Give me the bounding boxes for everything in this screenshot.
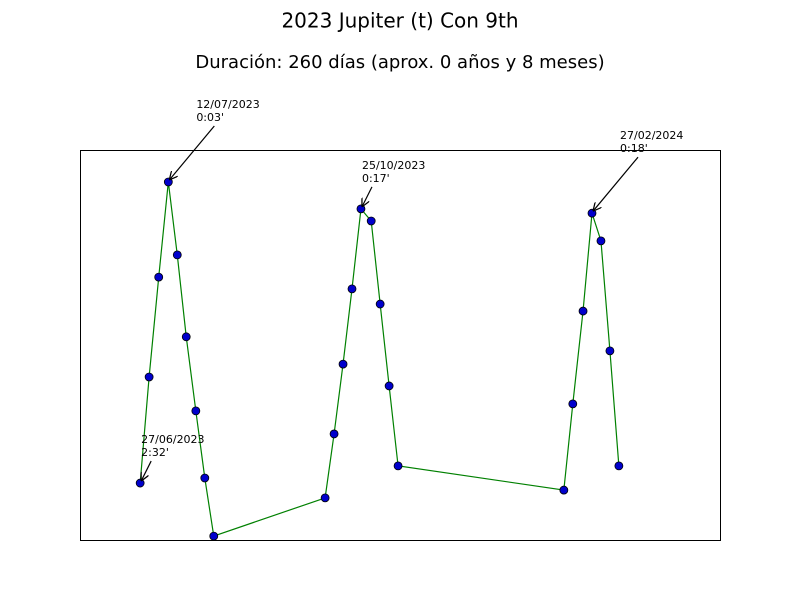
point: [393, 461, 403, 471]
annotation-separation: 0:17': [362, 172, 390, 185]
point: [163, 177, 173, 187]
point: [596, 236, 606, 246]
point: [587, 208, 597, 218]
annotation-date: 12/07/2023: [196, 98, 259, 111]
point: [614, 461, 624, 471]
plot-frame: [80, 150, 721, 541]
point: [605, 346, 615, 356]
annotation-separation: 0:18': [620, 142, 648, 155]
point: [329, 429, 339, 439]
point: [154, 272, 164, 282]
point: [200, 473, 210, 483]
point: [209, 531, 219, 541]
point: [144, 372, 154, 382]
point: [578, 306, 588, 316]
annotation-arrow: [141, 460, 152, 481]
point: [375, 299, 385, 309]
annotation-date: 27/02/2024: [620, 129, 683, 142]
point: [366, 216, 376, 226]
point: [559, 485, 569, 495]
chart-title: 2023 Jupiter (t) Con 9th: [281, 9, 518, 33]
series-line: [139, 181, 620, 537]
point: [356, 204, 366, 214]
point: [191, 406, 201, 416]
point: [347, 284, 357, 294]
point: [172, 250, 182, 260]
point: [338, 359, 348, 369]
annotation-date: 27/06/2023: [141, 433, 204, 446]
annotation-date: 25/10/2023: [362, 159, 425, 172]
point: [181, 332, 191, 342]
annotation-arrow: [362, 186, 373, 207]
point: [135, 478, 145, 488]
annotation-separation: 0:03': [196, 111, 224, 124]
point: [568, 399, 578, 409]
point: [384, 381, 394, 391]
point: [320, 493, 330, 503]
annotation-arrow: [593, 156, 639, 211]
chart-subtitle: Duración: 260 días (aprox. 0 años y 8 me…: [195, 52, 604, 73]
annotation-separation: 2:32': [141, 446, 169, 459]
annotation-arrow: [169, 125, 215, 180]
